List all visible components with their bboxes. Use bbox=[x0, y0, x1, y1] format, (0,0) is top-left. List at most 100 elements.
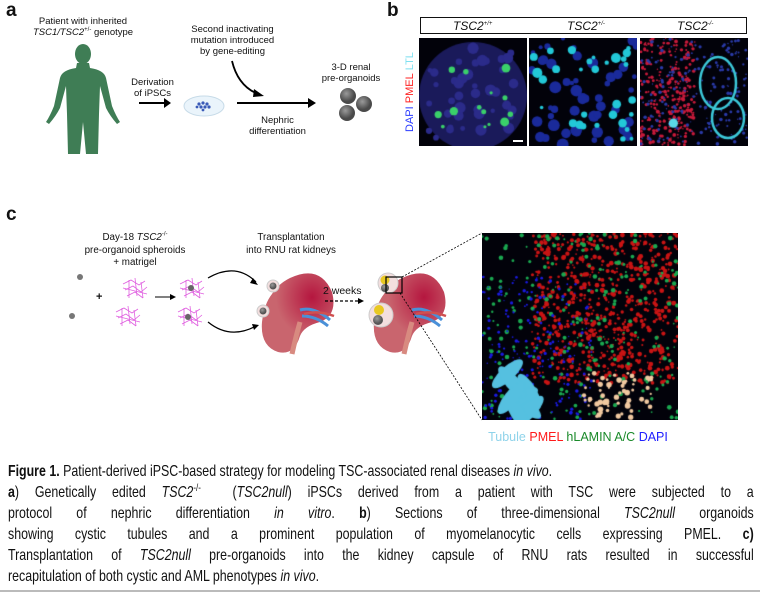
caption-sup: -/- bbox=[193, 483, 201, 494]
caption-text: ) Genetically edited bbox=[14, 484, 162, 501]
zoom-lines bbox=[400, 232, 483, 421]
genotype-het: TSC2+/- bbox=[567, 19, 605, 33]
organoid-caption: 3-D renal pre-organoids bbox=[318, 62, 384, 84]
caption-italic: in vivo bbox=[280, 568, 316, 585]
genotype-null: TSC2-/- bbox=[677, 19, 713, 33]
scale-bar bbox=[513, 140, 523, 142]
stain-pmel: PMEL bbox=[404, 73, 416, 104]
transplant-line1: Transplantation bbox=[257, 232, 325, 243]
caption-text: . bbox=[315, 568, 320, 585]
caption-line: recapitulation of both cystic and AML ph… bbox=[8, 567, 754, 587]
mutation-caption: Second inactivating mutation introduced … bbox=[180, 24, 285, 57]
bottom-rule bbox=[0, 590, 760, 592]
caption-line: Figure 1. Patient-derived iPSC-based str… bbox=[8, 462, 754, 482]
genotype-sup: -/- bbox=[707, 21, 714, 27]
stain-label: DAPI PMEL LTL bbox=[404, 38, 416, 146]
organoid-line2: pre-organoids bbox=[321, 73, 381, 84]
caption-italic: TSC2null bbox=[139, 547, 191, 564]
patient-line2: TSC1/TSC2+/- genotype bbox=[23, 27, 143, 38]
caption-bold: b bbox=[359, 505, 367, 522]
patient-sup: +/- bbox=[84, 26, 92, 33]
stain-dapi: DAPI bbox=[404, 106, 416, 132]
organoid-line1: 3-D renal bbox=[331, 62, 371, 73]
genotype-gene: TSC2 bbox=[567, 19, 598, 33]
derivation-caption: Derivation of iPSCs bbox=[125, 77, 180, 99]
genotype-sup: +/- bbox=[597, 21, 605, 27]
two-weeks-label: 2 weeks bbox=[323, 285, 362, 297]
day-sup: -/- bbox=[161, 231, 168, 238]
day-gene: TSC2 bbox=[136, 232, 162, 243]
patient-tail: genotype bbox=[91, 27, 134, 38]
caption-line: Transplantation of TSC2null pre-organoid… bbox=[8, 546, 754, 566]
caption-bold: a bbox=[8, 484, 15, 501]
patient-gene: TSC1/TSC2 bbox=[32, 27, 85, 38]
transplant-line2: into RNU rat kidneys bbox=[246, 244, 336, 256]
patient-line1: Patient with inherited bbox=[38, 16, 128, 27]
stain-legend: Tubule PMEL hLAMIN A/C DAPI bbox=[478, 430, 678, 444]
nephric-line2: differentiation bbox=[249, 126, 306, 137]
genotype-header: TSC2+/+ TSC2+/- TSC2-/- bbox=[420, 17, 747, 34]
patient-caption: Patient with inherited TSC1/TSC2+/- geno… bbox=[23, 16, 143, 38]
organoid-spheres-icon bbox=[339, 88, 372, 121]
stain-ltl: LTL bbox=[404, 52, 416, 71]
caption-italic: in vivo bbox=[513, 463, 549, 480]
arrow-right-icon bbox=[139, 98, 171, 108]
caption-text: Transplantation of bbox=[8, 547, 140, 564]
caption-italic: TSC2 bbox=[161, 484, 194, 501]
genotype-sup: +/+ bbox=[483, 21, 493, 27]
caption-italic: TSC2null bbox=[624, 505, 676, 522]
mutation-line3: by gene-editing bbox=[200, 46, 265, 57]
mutation-line2: mutation introduced bbox=[190, 35, 275, 46]
genotype-gene: TSC2 bbox=[453, 19, 484, 33]
caption-text: showing cystic tubules and a prominent p… bbox=[8, 526, 743, 543]
micrograph-tsc2-null bbox=[640, 38, 748, 146]
spheroid-dot bbox=[77, 274, 83, 280]
plus-sign: + bbox=[96, 291, 103, 303]
micrograph-tsc2-wt bbox=[419, 38, 527, 146]
panel-a-label: a bbox=[6, 0, 17, 21]
spheroid-caption: Day-18 TSC2-/- pre-organoid spheroids + … bbox=[70, 232, 200, 270]
micrograph-tsc2-het bbox=[529, 38, 637, 146]
genotype-wt: TSC2+/+ bbox=[453, 19, 492, 33]
zoom-box bbox=[385, 276, 403, 294]
caption-line: showing cystic tubules and a prominent p… bbox=[8, 525, 754, 545]
caption-text: . bbox=[548, 463, 553, 480]
panel-c-label: c bbox=[6, 204, 17, 225]
nephric-line1: Nephric bbox=[261, 115, 294, 126]
caption-text: ) iPSCs derived from a patient with TSC … bbox=[287, 484, 754, 501]
caption-text: pre-organoids into the kidney capsule of… bbox=[190, 547, 754, 564]
spheroid-line3: + matrigel bbox=[113, 257, 157, 268]
caption-text: Patient-derived iPSC-based strategy for … bbox=[59, 463, 514, 480]
spheroid-line2: pre-organoid spheroids bbox=[84, 244, 186, 256]
legend-hlamin: hLAMIN A/C bbox=[566, 430, 636, 444]
caption-text: recapitulation of both cystic and AML ph… bbox=[8, 568, 281, 585]
curved-arrow-icon bbox=[231, 60, 264, 97]
long-arrow-icon bbox=[237, 98, 316, 108]
legend-tubule: Tubule bbox=[488, 430, 526, 444]
panel-b-label: b bbox=[387, 0, 399, 21]
caption-bold: c) bbox=[742, 526, 754, 543]
caption-text: ) Sections of three-dimensional bbox=[366, 505, 625, 522]
caption-text: . bbox=[331, 505, 360, 522]
micrograph-transplant bbox=[482, 233, 678, 420]
caption-line: a) Genetically edited TSC2-/- (TSC2null)… bbox=[8, 483, 754, 503]
caption-italic: TSC2null bbox=[236, 484, 288, 501]
spheroid-dot bbox=[69, 313, 75, 319]
caption-italic: in vitro bbox=[274, 505, 332, 522]
caption-text: ( bbox=[200, 484, 237, 501]
transplant-schematic bbox=[69, 270, 480, 360]
petri-dish-icon bbox=[183, 95, 225, 117]
caption-line: protocol of nephric differentiation in v… bbox=[8, 504, 754, 524]
spheroid-line1: Day-18 TSC2-/- bbox=[70, 232, 200, 245]
legend-pmel: PMEL bbox=[529, 430, 563, 444]
mutation-line1: Second inactivating bbox=[191, 24, 274, 35]
derivation-line2: of iPSCs bbox=[134, 88, 171, 99]
nephric-caption: Nephric differentiation bbox=[240, 115, 315, 137]
figure-number: Figure 1. bbox=[8, 463, 60, 480]
human-figure-icon bbox=[46, 44, 120, 154]
derivation-line1: Derivation bbox=[131, 77, 174, 88]
day-prefix: Day-18 bbox=[102, 232, 137, 243]
transplant-caption: Transplantation into RNU rat kidneys bbox=[235, 232, 347, 257]
caption-text: protocol of nephric differentiation bbox=[8, 505, 275, 522]
